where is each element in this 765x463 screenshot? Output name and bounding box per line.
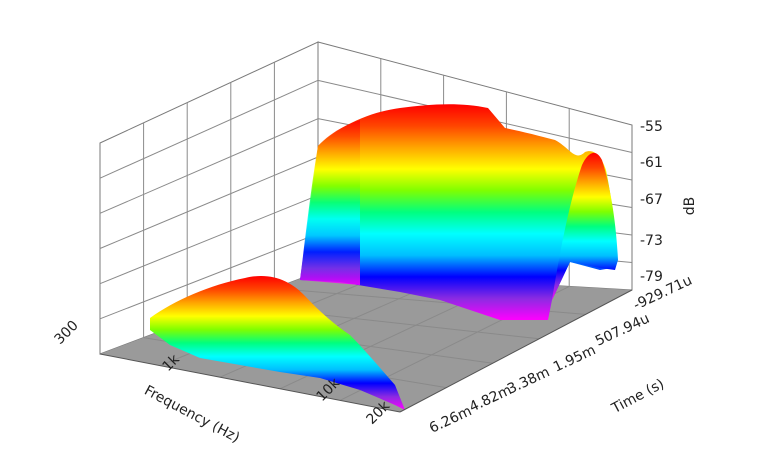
y-tick-label: 1.95m [551, 342, 598, 375]
wall-left-gridline [99, 194, 319, 285]
wall-left-gridline [99, 233, 319, 320]
z-tick-label: -61 [640, 155, 663, 171]
z-axis-title: dB [682, 197, 698, 216]
main-band-right-lobe [552, 152, 618, 300]
z-tick-label: -55 [640, 119, 663, 135]
front-right-edge [399, 289, 633, 413]
wall-left-gridline [99, 118, 319, 214]
low-band-body [150, 276, 405, 410]
y-tick-label: 4.82m [467, 382, 514, 415]
main-band-front-edge [300, 120, 360, 285]
wall-left-gridline [99, 79, 319, 179]
main-band-top [300, 104, 616, 320]
z-axis-ticks: -55 -61 -67 -73 -79 [640, 119, 663, 285]
y-tick-label: 507.94u [593, 311, 652, 350]
z-tick-label: -79 [640, 269, 663, 285]
wall-left-gridline [99, 156, 319, 249]
z-tick-label: -67 [640, 192, 663, 208]
y-axis-title: Time (s) [608, 376, 667, 417]
main-band-surface [300, 104, 618, 320]
x-axis-title: Frequency (Hz) [142, 383, 243, 447]
front-left-edge [99, 353, 401, 413]
y-tick-label: 6.26m [427, 403, 474, 436]
z-tick-label: -73 [640, 233, 663, 249]
low-band-surface [150, 276, 405, 410]
x-tick-label: 300 [52, 318, 82, 348]
